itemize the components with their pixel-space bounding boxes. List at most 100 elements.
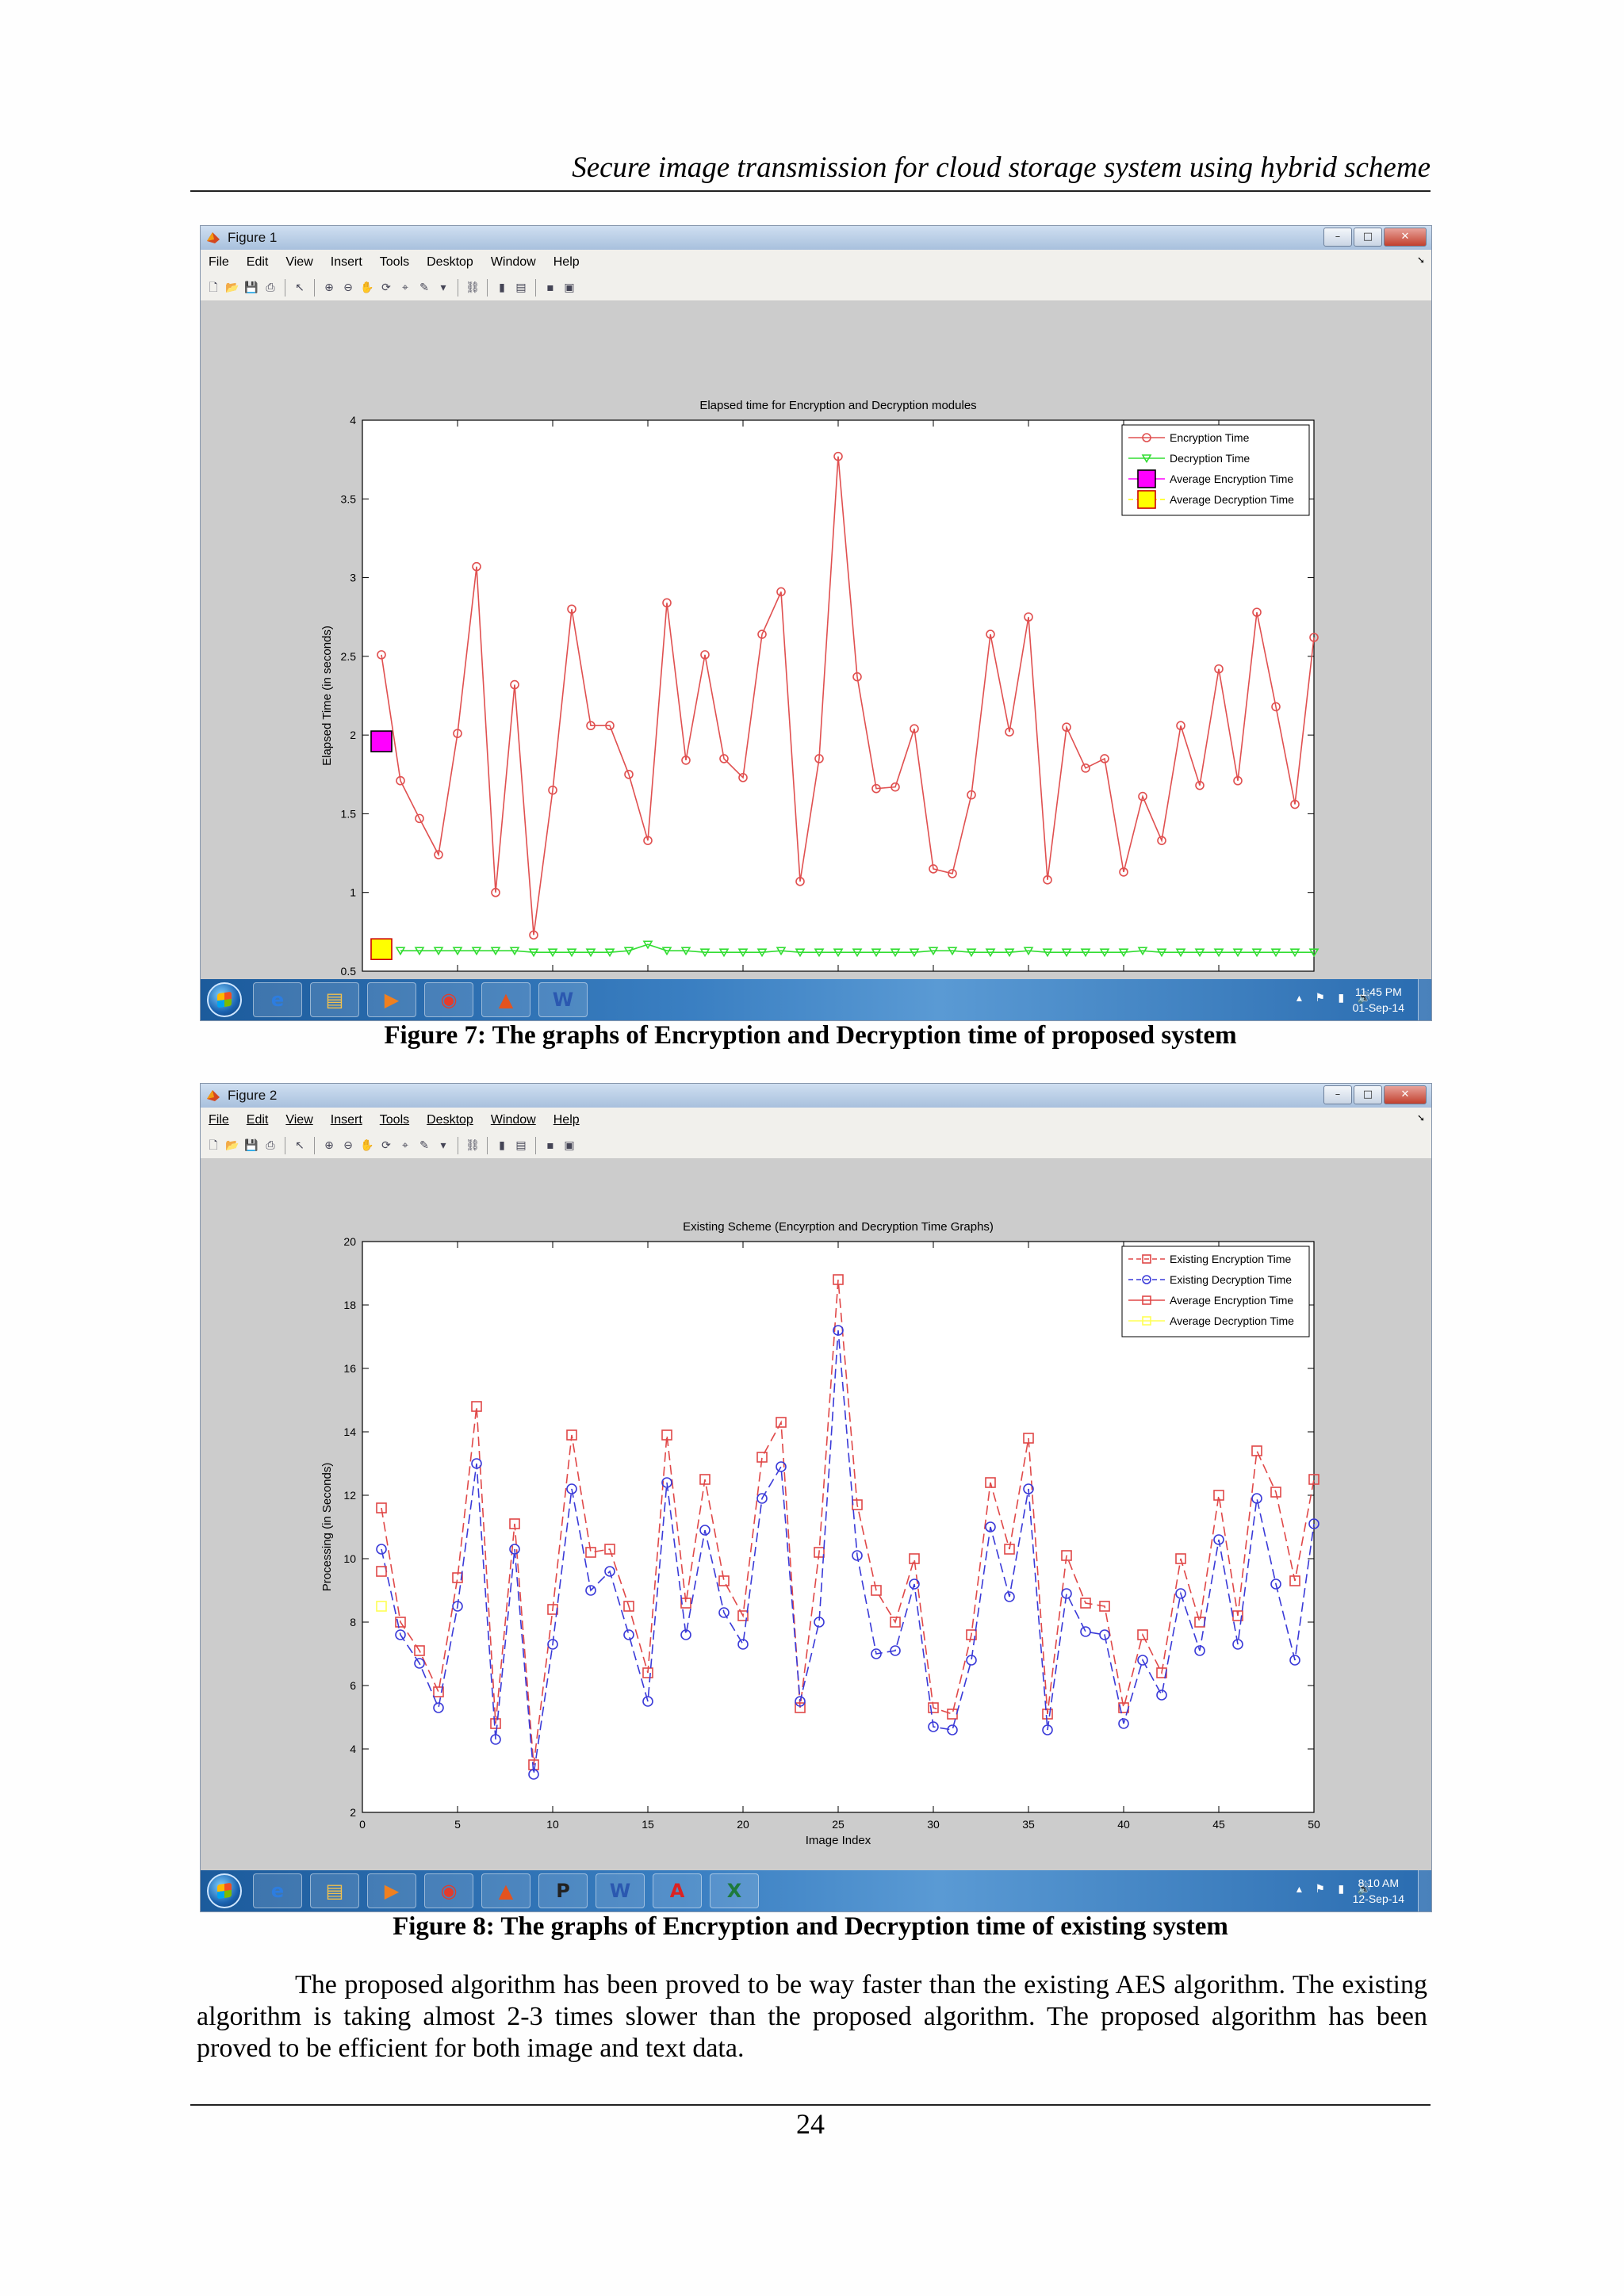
legend-icon[interactable]: ▤ [515,281,527,294]
rotate-3d-icon[interactable]: ⟳ [381,281,391,294]
matlab-taskbar-icon[interactable]: ▲ [481,982,530,1017]
print-icon[interactable]: ⎙ [266,281,275,294]
show-tools-icon[interactable]: ▣ [564,281,575,294]
legend: Existing Encryption Time Existing Decrypt… [1121,1246,1310,1337]
data-point [1061,1550,1072,1561]
menu-tools[interactable]: Tools [379,255,410,269]
new-figure-icon[interactable]: 🗋 [209,1139,218,1152]
system-tray[interactable]: ▴ ⚑ ▮ 🔊 [1296,992,1376,1004]
data-cursor-icon[interactable]: ⌖ [402,1139,408,1152]
brush-icon[interactable]: ✎ [419,281,429,294]
legend-icon[interactable]: ▤ [515,1139,527,1152]
chrome-taskbar-icon[interactable]: ◉ [424,1873,473,1908]
toolbar-separator [535,279,536,297]
chrome-taskbar-icon[interactable]: ◉ [424,982,473,1017]
x-tick-label: 35 [1022,1818,1035,1831]
zoom-in-icon[interactable]: ⊕ [324,281,334,294]
excel-taskbar-icon[interactable]: X [710,1873,759,1908]
acrobat-taskbar-icon[interactable]: A [653,1873,702,1908]
menu-view[interactable]: View [285,1113,313,1127]
show-desktop-button[interactable] [1418,1870,1431,1911]
edit-plot-icon[interactable]: ↖ [295,1139,304,1152]
minimize-button[interactable]: – [1323,1085,1352,1104]
window-titlebar[interactable]: Figure 1 – □ ✕ [201,226,1431,250]
menu-window[interactable]: Window [490,1113,536,1127]
rotate-3d-icon[interactable]: ⟳ [381,1139,391,1152]
data-point [1176,721,1185,731]
data-point [699,948,710,958]
data-point [718,1575,730,1586]
taskbar-clock[interactable]: 11:45 PM 01-Sep-14 [1353,984,1404,1016]
series-average-encryption-time [370,730,393,752]
menu-file[interactable]: File [209,1113,229,1127]
data-point [985,1477,996,1488]
show-tools-icon[interactable]: ▣ [564,1139,575,1152]
hide-tools-icon[interactable]: ▪ [546,281,554,294]
p-app-taskbar-icon[interactable]: P [538,1873,588,1908]
pan-icon[interactable]: ✋ [360,281,374,294]
window-titlebar[interactable]: Figure 2 – □ ✕ [201,1084,1431,1108]
legend-marker [1142,1295,1151,1305]
menu-desktop[interactable]: Desktop [427,1113,473,1127]
menu-file[interactable]: File [209,255,229,269]
dock-arrow-icon[interactable]: ➘ [1416,1112,1425,1123]
ie-taskbar-icon[interactable]: e [253,982,302,1017]
menu-edit[interactable]: Edit [246,255,269,269]
zoom-in-icon[interactable]: ⊕ [324,1139,334,1152]
close-button[interactable]: ✕ [1384,1085,1427,1104]
menu-help[interactable]: Help [553,1113,580,1127]
data-point [719,754,729,763]
dock-arrow-icon[interactable]: ➘ [1416,254,1425,266]
maximize-button[interactable]: □ [1354,228,1382,247]
data-point [1099,948,1110,958]
system-tray[interactable]: ▴ ⚑ ▮ 🔊 [1296,1883,1376,1896]
brush-dropdown-icon[interactable]: ▾ [440,281,446,294]
save-icon[interactable]: 💾 [244,1139,259,1152]
colorbar-icon[interactable]: ▮ [499,1139,505,1152]
word-taskbar-icon[interactable]: W [596,1873,645,1908]
start-button[interactable] [207,1873,242,1908]
ie-taskbar-icon[interactable]: e [253,1873,302,1908]
close-button[interactable]: ✕ [1384,228,1427,247]
start-button[interactable] [207,982,242,1017]
minimize-button[interactable]: – [1323,228,1352,247]
zoom-out-icon[interactable]: ⊖ [343,281,353,294]
media-player-taskbar-icon[interactable]: ▶ [367,982,416,1017]
open-file-icon[interactable]: 📂 [225,281,239,294]
hide-tools-icon[interactable]: ▪ [546,1139,554,1152]
open-file-icon[interactable]: 📂 [225,1139,239,1152]
matlab-taskbar-icon[interactable]: ▲ [481,1873,530,1908]
new-figure-icon[interactable]: 🗋 [209,281,218,294]
taskbar-clock[interactable]: 8:10 AM 12-Sep-14 [1353,1875,1404,1907]
data-point [1175,1588,1186,1599]
media-player-taskbar-icon[interactable]: ▶ [367,1873,416,1908]
body-paragraph: The proposed algorithm has been proved t… [197,1969,1427,2064]
edit-plot-icon[interactable]: ↖ [295,281,304,294]
menu-desktop[interactable]: Desktop [427,255,473,269]
data-cursor-icon[interactable]: ⌖ [402,281,408,294]
menu-window[interactable]: Window [490,255,536,269]
save-icon[interactable]: 💾 [244,281,259,294]
explorer-taskbar-icon[interactable]: ▤ [310,982,359,1017]
taskbar: e ▤ ▶ ◉ ▲ P W A X ▴ ⚑ ▮ 🔊 8:10 AM 12-Sep-… [201,1870,1431,1911]
menu-view[interactable]: View [285,255,313,269]
word-taskbar-icon[interactable]: W [538,982,588,1017]
brush-dropdown-icon[interactable]: ▾ [440,1139,446,1152]
menu-bar: File Edit View Insert Tools Desktop Wind… [201,250,1431,275]
data-point [776,587,786,597]
menu-help[interactable]: Help [553,255,580,269]
print-icon[interactable]: ⎙ [266,1139,275,1152]
zoom-out-icon[interactable]: ⊖ [343,1139,353,1152]
menu-edit[interactable]: Edit [246,1113,269,1127]
menu-tools[interactable]: Tools [379,1113,410,1127]
colorbar-icon[interactable]: ▮ [499,281,505,294]
pan-icon[interactable]: ✋ [360,1139,374,1152]
show-desktop-button[interactable] [1418,979,1431,1020]
menu-insert[interactable]: Insert [330,1113,362,1127]
menu-insert[interactable]: Insert [330,255,362,269]
link-plot-icon[interactable]: ⛓ [465,281,480,294]
maximize-button[interactable]: □ [1354,1085,1382,1104]
brush-icon[interactable]: ✎ [419,1139,429,1152]
explorer-taskbar-icon[interactable]: ▤ [310,1873,359,1908]
link-plot-icon[interactable]: ⛓ [465,1139,480,1152]
